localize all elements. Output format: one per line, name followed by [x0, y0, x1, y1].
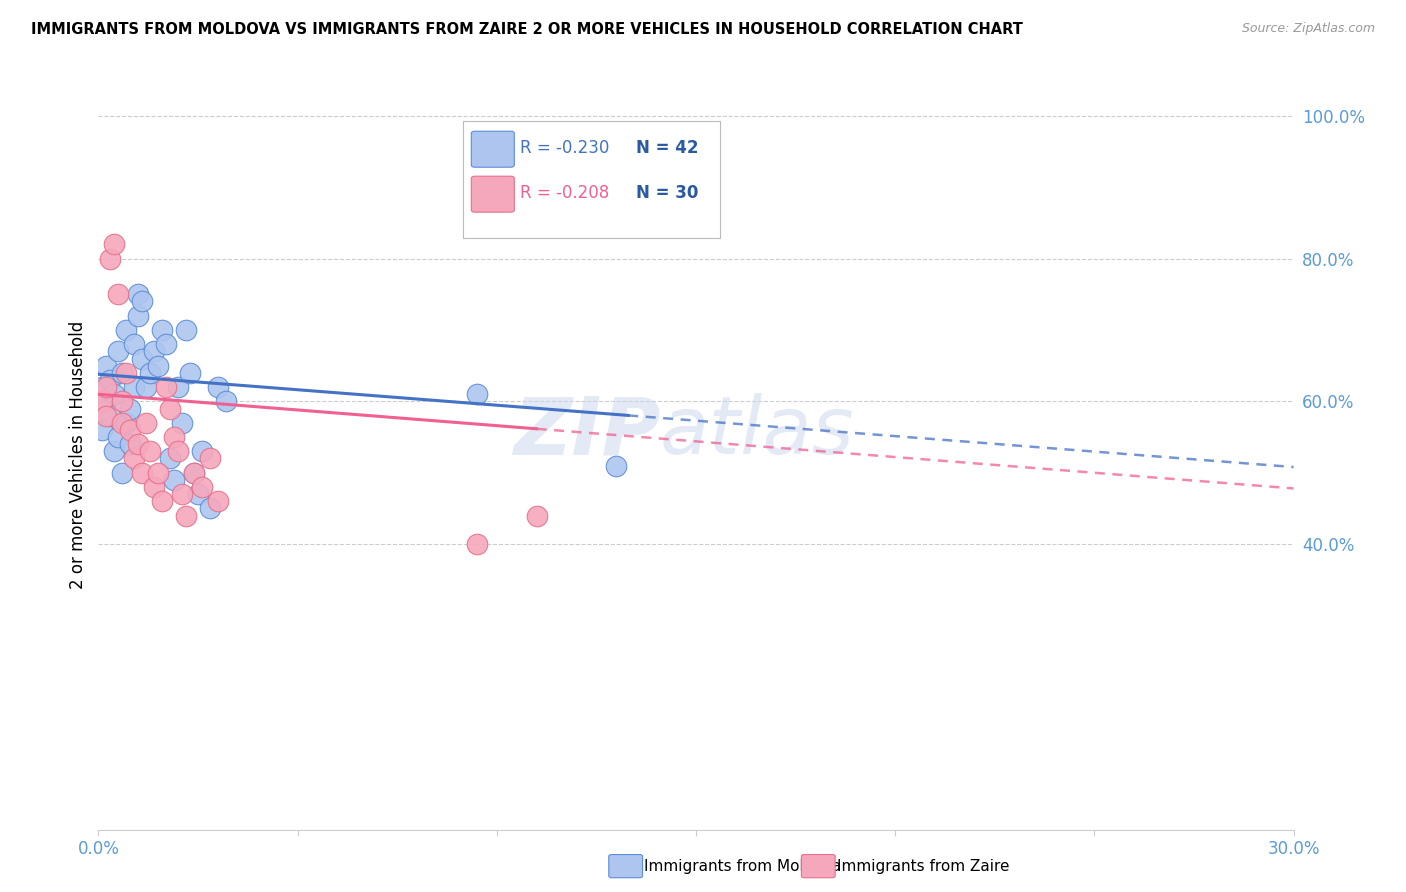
Point — [111, 416, 134, 430]
Point — [103, 237, 125, 252]
Point — [215, 394, 238, 409]
FancyBboxPatch shape — [463, 121, 720, 237]
Point — [111, 466, 134, 480]
Point — [526, 508, 548, 523]
Point — [172, 416, 194, 430]
Point — [465, 387, 488, 401]
Point — [155, 380, 177, 394]
Point — [127, 309, 149, 323]
Point — [159, 451, 181, 466]
Point — [191, 444, 214, 458]
Point — [150, 494, 173, 508]
Text: R = -0.208: R = -0.208 — [520, 185, 610, 202]
Text: IMMIGRANTS FROM MOLDOVA VS IMMIGRANTS FROM ZAIRE 2 OR MORE VEHICLES IN HOUSEHOLD: IMMIGRANTS FROM MOLDOVA VS IMMIGRANTS FR… — [31, 22, 1022, 37]
Point — [198, 451, 221, 466]
Point — [98, 252, 122, 266]
Point — [135, 416, 157, 430]
Point — [143, 344, 166, 359]
Point — [148, 359, 170, 373]
Point — [96, 394, 118, 409]
Text: ZIP: ZIP — [513, 393, 661, 472]
Point — [163, 430, 186, 444]
Y-axis label: 2 or more Vehicles in Household: 2 or more Vehicles in Household — [69, 321, 87, 589]
Text: Immigrants from Moldova: Immigrants from Moldova — [644, 859, 841, 873]
Text: Immigrants from Zaire: Immigrants from Zaire — [837, 859, 1010, 873]
Point — [131, 466, 153, 480]
Point — [115, 416, 138, 430]
Point — [135, 380, 157, 394]
Point — [179, 366, 201, 380]
Point — [174, 508, 197, 523]
Point — [120, 423, 142, 437]
Point — [139, 444, 162, 458]
Point — [103, 387, 125, 401]
Point — [107, 344, 129, 359]
Point — [163, 473, 186, 487]
Point — [183, 466, 205, 480]
Point — [167, 380, 190, 394]
Point — [111, 394, 134, 409]
Text: N = 30: N = 30 — [636, 185, 699, 202]
Point — [91, 380, 114, 394]
Point — [198, 501, 221, 516]
Point — [148, 466, 170, 480]
Point — [187, 487, 209, 501]
FancyBboxPatch shape — [471, 177, 515, 212]
Point — [139, 366, 162, 380]
Point — [115, 323, 138, 337]
Point — [98, 373, 122, 387]
Point — [131, 351, 153, 366]
Point — [91, 423, 114, 437]
Point — [107, 287, 129, 301]
Point — [127, 437, 149, 451]
Point — [96, 409, 118, 423]
Point — [174, 323, 197, 337]
Point — [103, 444, 125, 458]
Point — [207, 494, 229, 508]
Point — [96, 359, 118, 373]
Point — [124, 380, 146, 394]
Point — [96, 380, 118, 394]
Point — [131, 294, 153, 309]
Point — [150, 323, 173, 337]
Point — [98, 409, 122, 423]
Point — [605, 458, 627, 473]
Text: Source: ZipAtlas.com: Source: ZipAtlas.com — [1241, 22, 1375, 36]
Point — [155, 337, 177, 351]
Point — [183, 466, 205, 480]
Point — [120, 437, 142, 451]
FancyBboxPatch shape — [471, 131, 515, 167]
Text: R = -0.230: R = -0.230 — [520, 139, 610, 158]
Point — [207, 380, 229, 394]
Point — [107, 430, 129, 444]
Point — [120, 401, 142, 416]
Point — [124, 451, 146, 466]
Point — [159, 401, 181, 416]
Point — [172, 487, 194, 501]
Point — [127, 287, 149, 301]
Text: atlas: atlas — [661, 393, 855, 472]
Point — [167, 444, 190, 458]
Point — [143, 480, 166, 494]
Point — [91, 394, 114, 409]
Point — [191, 480, 214, 494]
Text: N = 42: N = 42 — [636, 139, 699, 158]
Point — [465, 537, 488, 551]
Point — [115, 366, 138, 380]
Point — [124, 337, 146, 351]
Point — [111, 366, 134, 380]
